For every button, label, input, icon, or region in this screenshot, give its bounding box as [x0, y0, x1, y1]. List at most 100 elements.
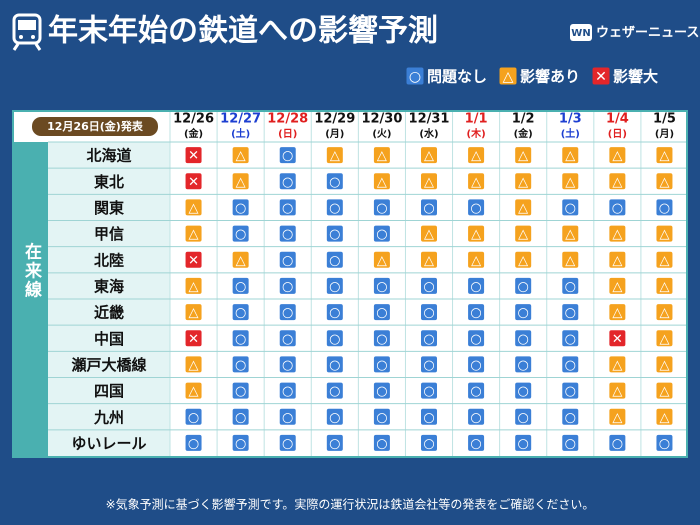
status-symbol: ○ [235, 436, 246, 451]
status-icon [373, 251, 390, 268]
status-symbol: △ [565, 149, 575, 164]
row-name: 近畿 [94, 304, 124, 322]
status-symbol: △ [189, 306, 199, 321]
status-icon [326, 147, 343, 164]
status-icon [656, 173, 673, 190]
status-symbol: ○ [282, 227, 293, 242]
status-symbol: ○ [282, 149, 293, 164]
status-icon [656, 382, 673, 399]
status-icon [515, 277, 532, 294]
status-icon [609, 408, 626, 425]
status-symbol: ○ [329, 306, 340, 321]
status-icon [656, 408, 673, 425]
status-symbol: ○ [282, 306, 293, 321]
status-icon [373, 225, 390, 242]
column-day: (水) [419, 127, 438, 140]
status-icon [232, 304, 249, 321]
status-symbol: △ [659, 227, 669, 242]
row-name: 九州 [93, 408, 124, 426]
status-symbol: ○ [376, 410, 387, 425]
legend-label: 問題なし [427, 68, 487, 86]
status-icon [185, 356, 202, 373]
status-icon [185, 147, 202, 164]
status-symbol: ○ [329, 358, 340, 373]
status-icon [609, 304, 626, 321]
status-icon [185, 382, 202, 399]
status-icon [562, 147, 579, 164]
status-symbol: △ [518, 253, 528, 268]
status-symbol: ○ [612, 201, 623, 216]
footnote: ※気象予測に基づく影響予測です。実際の運行状況は鉄道会社等の発表をご確認ください… [106, 497, 595, 512]
status-symbol: ○ [423, 201, 434, 216]
train-icon [12, 13, 42, 51]
column-date: 12/26 [173, 112, 214, 127]
column-day: (月) [325, 128, 344, 140]
status-symbol: ○ [470, 436, 481, 451]
status-icon [656, 225, 673, 242]
status-icon [232, 277, 249, 294]
status-symbol: ○ [282, 279, 293, 294]
status-symbol: △ [612, 279, 622, 294]
status-icon [326, 434, 343, 451]
status-symbol: △ [471, 253, 481, 268]
status-icon [468, 382, 485, 399]
status-symbol: ○ [470, 279, 481, 294]
status-symbol: ○ [659, 201, 670, 216]
status-symbol: ○ [235, 227, 246, 242]
column-date: 1/3 [559, 112, 582, 127]
status-symbol: ○ [376, 279, 387, 294]
status-symbol: ○ [470, 384, 481, 399]
status-symbol: △ [189, 358, 199, 373]
status-symbol: ○ [329, 410, 340, 425]
status-symbol: ○ [518, 332, 529, 347]
status-symbol: △ [659, 253, 669, 268]
status-icon [421, 330, 437, 347]
status-icon [468, 199, 485, 216]
status-icon [421, 173, 437, 190]
status-icon [185, 173, 202, 190]
status-symbol: △ [471, 227, 481, 242]
status-icon [515, 251, 532, 268]
status-symbol: ○ [409, 69, 421, 85]
status-symbol: △ [236, 253, 246, 268]
row-name: 関東 [94, 199, 124, 217]
status-icon [562, 199, 579, 216]
status-symbol: △ [471, 149, 481, 164]
status-icon [609, 330, 626, 347]
row-name: 四国 [94, 382, 124, 400]
status-icon [373, 382, 390, 399]
column-day: (月) [655, 128, 674, 140]
status-icon [609, 277, 626, 294]
status-symbol: ○ [470, 332, 481, 347]
status-icon [373, 147, 390, 164]
status-symbol: ○ [423, 410, 434, 425]
status-symbol: △ [377, 149, 387, 164]
issued-badge [32, 117, 158, 136]
status-symbol: △ [659, 306, 669, 321]
status-symbol: ○ [376, 227, 387, 242]
status-icon [656, 330, 673, 347]
title: 年末年始の鉄道への影響予測 [48, 14, 438, 49]
status-icon [279, 408, 296, 425]
status-icon [468, 356, 485, 373]
status-symbol: ○ [282, 253, 293, 268]
legend-label: 影響大 [613, 68, 658, 86]
row-name: 東北 [94, 173, 124, 191]
status-icon [656, 356, 673, 373]
status-icon [421, 147, 437, 164]
column-date: 12/28 [267, 112, 308, 127]
status-symbol: ○ [565, 279, 576, 294]
row-name: 北海道 [86, 147, 131, 165]
status-icon [468, 304, 485, 321]
status-icon [185, 225, 202, 242]
status-icon [232, 199, 249, 216]
status-icon [609, 173, 626, 190]
status-symbol: ✕ [188, 253, 199, 268]
status-symbol: ○ [235, 306, 246, 321]
status-icon [326, 225, 343, 242]
status-symbol: △ [236, 175, 246, 190]
status-symbol: △ [659, 384, 669, 399]
status-symbol: ○ [423, 279, 434, 294]
status-symbol: ○ [659, 436, 670, 451]
status-icon [562, 382, 579, 399]
